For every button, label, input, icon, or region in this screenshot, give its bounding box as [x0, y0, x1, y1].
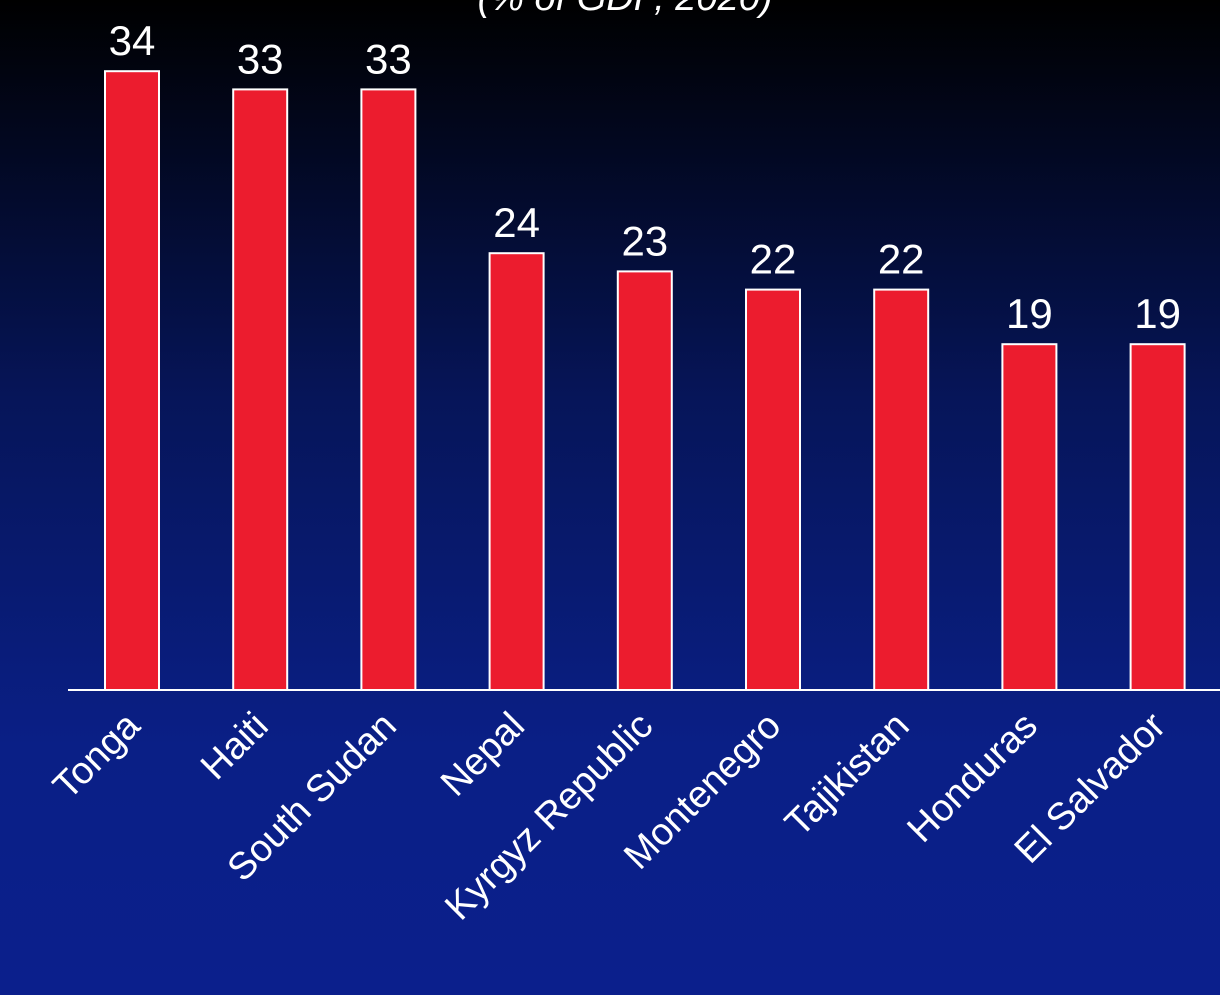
value-label: 33: [365, 35, 412, 82]
bar-tajikistan: [873, 288, 930, 691]
category-label: Tajikistan: [777, 705, 917, 845]
bar-south-sudan: [360, 88, 417, 691]
value-labels-group: 34 33 33 24 23 22 22 19 19: [109, 17, 1181, 337]
bar-tonga: [104, 70, 160, 691]
bar-kyrgyz-republic: [616, 270, 673, 691]
bar-haiti: [232, 88, 289, 691]
bar-montenegro: [745, 288, 801, 691]
value-label: 34: [109, 17, 156, 64]
bars-group: [104, 70, 1186, 691]
value-label: 22: [750, 236, 797, 283]
value-label: 19: [1006, 290, 1053, 337]
value-label: 22: [878, 236, 925, 283]
value-label: 23: [621, 217, 668, 264]
value-label: 33: [237, 35, 284, 82]
value-label: 24: [493, 199, 540, 246]
value-label: 19: [1134, 290, 1181, 337]
category-label: Nepal: [433, 705, 533, 805]
category-label: Haiti: [193, 705, 276, 788]
bar-el-salvador: [1129, 343, 1186, 691]
bar-nepal: [488, 252, 545, 691]
chart-title: (% of GDP, 2020): [477, 0, 772, 19]
bar-honduras: [1001, 343, 1058, 691]
category-label: Tonga: [45, 704, 149, 808]
